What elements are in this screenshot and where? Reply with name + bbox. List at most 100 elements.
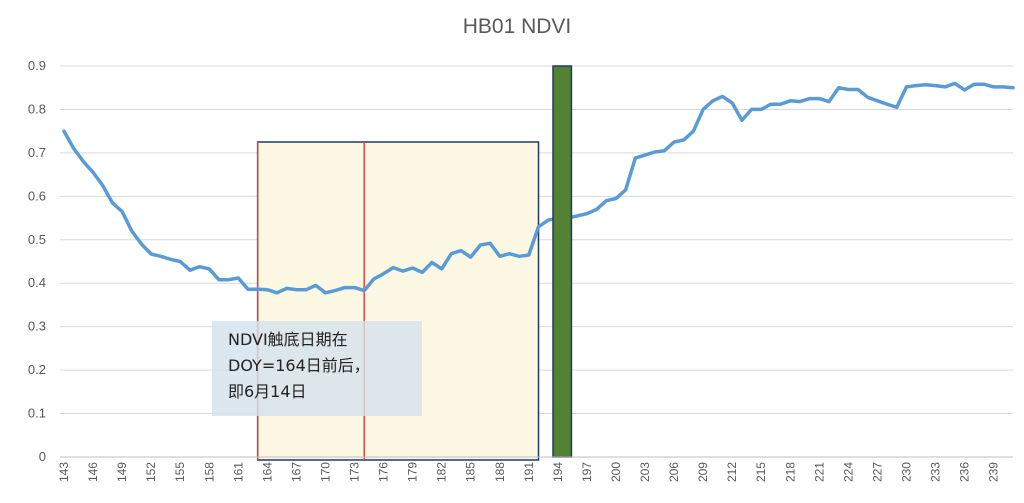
data-point: [721, 95, 724, 98]
data-point: [73, 147, 75, 150]
data-point: [973, 83, 975, 85]
data-point: [876, 100, 879, 102]
data-point: [828, 101, 830, 103]
data-point: [392, 266, 394, 269]
data-point: [305, 289, 307, 291]
data-point: [121, 210, 123, 213]
data-point: [741, 119, 743, 121]
data-point: [247, 288, 249, 290]
x-tick-label: 152: [144, 462, 158, 482]
x-tick-label: 158: [202, 462, 216, 482]
data-point: [479, 244, 481, 246]
data-point: [334, 290, 336, 292]
data-point: [673, 141, 675, 143]
data-point: [663, 150, 665, 152]
data-point: [208, 268, 210, 270]
data-point: [402, 270, 404, 272]
data-point: [934, 84, 937, 87]
data-point: [925, 84, 927, 86]
data-point: [499, 255, 501, 257]
x-tick-label: 173: [348, 462, 362, 482]
data-point: [460, 250, 462, 252]
x-tick-label: 164: [260, 462, 274, 482]
x-tick-label: 236: [958, 462, 972, 482]
green-bar: [552, 65, 573, 458]
data-point: [770, 103, 772, 105]
data-point: [731, 102, 733, 104]
x-tick-label: 155: [173, 462, 187, 482]
x-tick-label: 185: [464, 462, 478, 482]
x-tick-label: 149: [115, 462, 129, 482]
data-point: [286, 287, 288, 290]
x-tick-label: 203: [638, 462, 652, 482]
data-point: [615, 197, 617, 200]
x-tick-label: 182: [435, 462, 449, 482]
x-tick-label: 206: [667, 462, 681, 482]
x-tick-label: 197: [580, 462, 594, 482]
x-tick-label: 170: [318, 462, 332, 482]
data-point: [905, 86, 908, 88]
data-point: [983, 83, 985, 85]
data-point: [576, 215, 578, 217]
data-point: [944, 86, 946, 88]
data-point: [431, 261, 433, 263]
data-point: [131, 230, 133, 232]
ndvi-series-points: [63, 82, 1014, 294]
data-point: [421, 271, 423, 273]
y-axis-ticks: 0 0.1 0.2 0.3 0.4 0.5 0.6 0.7 0.8 0.9: [28, 58, 46, 464]
x-tick-label: 200: [609, 462, 623, 482]
x-tick-label: 191: [522, 462, 536, 482]
data-point: [111, 202, 114, 204]
chart-title: HB01 NDVI: [463, 15, 572, 38]
data-point: [537, 226, 540, 228]
x-tick-label: 179: [406, 462, 420, 482]
data-point: [489, 242, 491, 244]
x-tick-label: 188: [493, 462, 507, 482]
x-tick-label: 224: [841, 462, 855, 482]
data-point: [160, 255, 162, 257]
data-point: [838, 87, 840, 89]
data-point: [412, 267, 414, 269]
data-point: [441, 268, 443, 270]
x-tick-label: 215: [754, 462, 768, 482]
y-tick-label: 0.5: [28, 232, 46, 247]
data-point: [82, 160, 84, 163]
data-point: [867, 96, 869, 98]
data-point: [198, 266, 201, 268]
data-point: [140, 243, 143, 245]
data-point: [382, 273, 385, 275]
x-tick-label: 212: [725, 462, 739, 482]
data-point: [915, 84, 917, 87]
x-axis: 143 146 149 152 155 158 161 164 167 170 173 176 179 1…: [57, 456, 1013, 482]
data-point: [692, 130, 695, 132]
data-point: [779, 103, 782, 105]
y-tick-label: 0.1: [28, 406, 46, 421]
data-point: [1002, 86, 1004, 88]
data-point: [993, 86, 995, 88]
data-point: [702, 108, 704, 111]
x-tick-label: 161: [231, 462, 245, 482]
data-point: [954, 82, 956, 84]
data-point: [750, 108, 753, 111]
data-point: [257, 288, 259, 290]
data-point: [760, 108, 762, 111]
data-point: [605, 200, 607, 202]
data-point: [634, 157, 636, 159]
annotation-line-2: DOY=164日前后，: [228, 356, 370, 375]
x-tick-label: 167: [289, 462, 303, 482]
x-tick-label: 221: [812, 462, 826, 482]
x-tick-label: 143: [57, 462, 71, 482]
x-tick-label: 194: [551, 462, 565, 482]
y-tick-label: 0.4: [28, 275, 46, 290]
y-tick-label: 0.7: [28, 145, 46, 160]
data-point: [896, 106, 898, 108]
y-tick-label: 0.2: [28, 362, 46, 377]
data-point: [809, 97, 811, 100]
data-point: [654, 151, 656, 153]
data-point: [847, 88, 849, 91]
data-point: [470, 256, 472, 258]
annotation-line-3: 即6月14日: [228, 382, 307, 401]
data-point: [102, 184, 104, 187]
data-point: [315, 284, 317, 286]
